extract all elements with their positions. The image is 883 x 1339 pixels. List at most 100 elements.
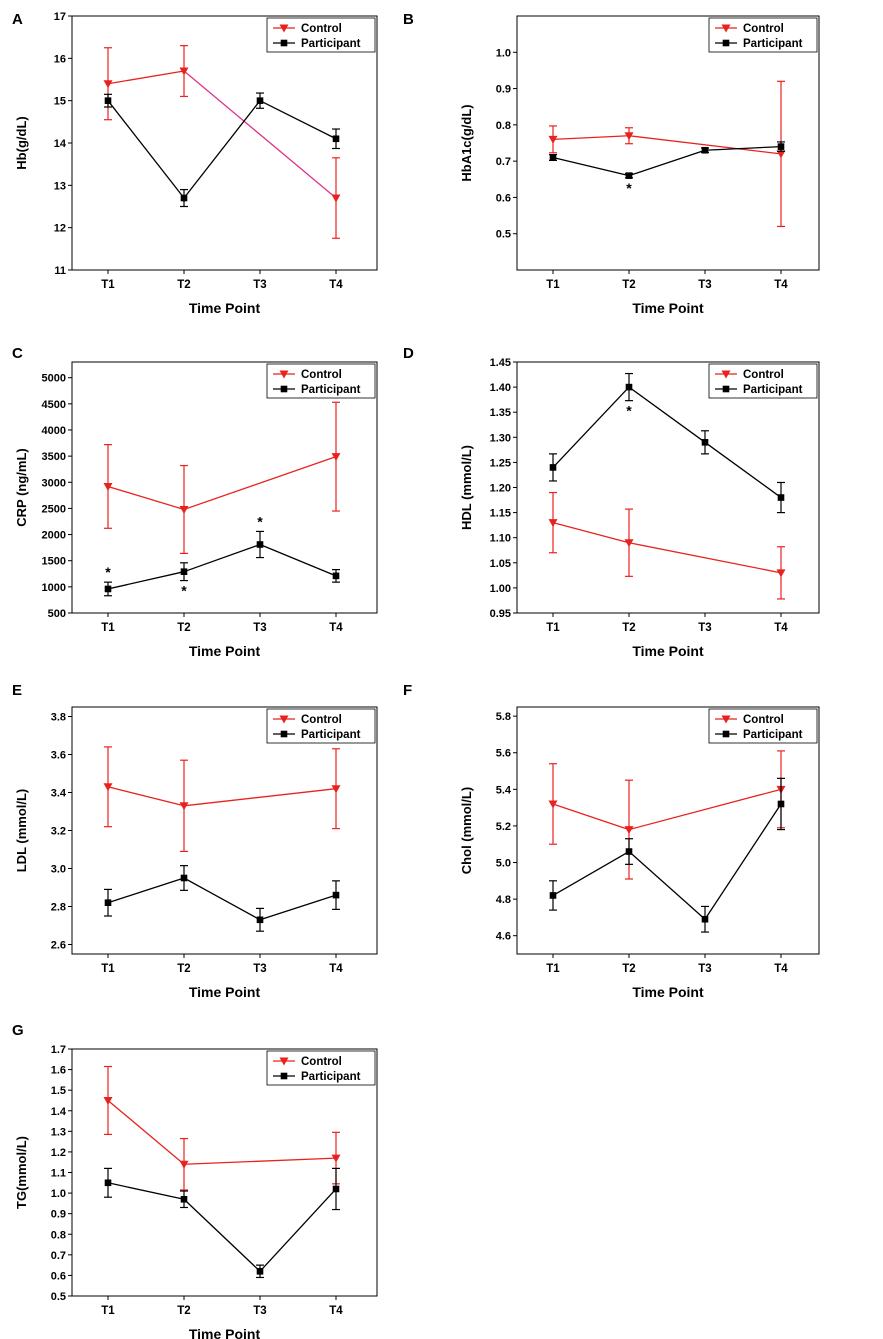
significance-marker: * xyxy=(626,403,632,419)
x-tick-label: T1 xyxy=(101,1305,115,1317)
y-tick-label: 1.0 xyxy=(51,1188,66,1200)
series-line xyxy=(628,135,782,155)
legend-control-label: Control xyxy=(743,369,784,381)
series-participant xyxy=(104,530,340,597)
y-tick-label: 14 xyxy=(54,138,67,150)
series-line xyxy=(704,145,782,151)
y-tick-label: 1.5 xyxy=(51,1085,66,1097)
series-line xyxy=(552,386,630,468)
data-point xyxy=(104,97,112,104)
y-tick-label: 1.0 xyxy=(496,47,511,59)
y-axis-title: LDL (mmol/L) xyxy=(14,789,29,873)
panel-letter: G xyxy=(12,1022,24,1039)
y-tick-label: 0.7 xyxy=(51,1250,66,1262)
y-tick-label: 1.6 xyxy=(51,1065,66,1077)
panel-g: G 0.5 0.6 0.7 0.8 0.9 1.0 1.1 1.2 1.3 1.4 1.5 1.6 1.7… xyxy=(12,1022,378,1339)
legend-control-label: Control xyxy=(743,23,784,35)
y-tick-label: 3.0 xyxy=(51,864,66,876)
series-control xyxy=(103,746,341,853)
y-tick-label: 0.8 xyxy=(496,120,511,132)
series-line xyxy=(552,803,630,831)
legend-participant-label: Participant xyxy=(301,729,361,741)
data-point xyxy=(777,800,785,808)
series-line xyxy=(552,156,630,177)
series-participant xyxy=(104,92,340,208)
data-point xyxy=(179,505,189,514)
series-line xyxy=(107,877,185,904)
x-tick-label: T2 xyxy=(177,279,190,291)
legend-control-marker xyxy=(279,1057,289,1066)
y-tick-label: 11 xyxy=(54,265,66,277)
y-axis-title: Chol (mmol/L) xyxy=(459,787,474,874)
series-line xyxy=(259,1188,337,1272)
data-point xyxy=(256,541,264,548)
data-point xyxy=(256,916,264,924)
series-line xyxy=(628,851,706,920)
significance-marker: * xyxy=(626,180,632,196)
series-participant xyxy=(549,372,785,514)
y-tick-label: 1.3 xyxy=(51,1126,66,1138)
data-point xyxy=(331,453,341,462)
legend-control-marker xyxy=(279,24,289,33)
legend: Control Participant xyxy=(266,708,376,744)
series-participant xyxy=(549,777,785,933)
panel-c: C 500 1000 1500 2000 2500 3000 3500 4000 4500 5000… xyxy=(12,345,378,659)
x-tick-label: T1 xyxy=(101,279,115,291)
y-tick-label: 4.8 xyxy=(496,894,511,906)
series-participant xyxy=(104,1167,340,1279)
y-tick-label: 1.35 xyxy=(490,407,511,419)
data-point xyxy=(332,135,340,143)
x-axis-title: Time Point xyxy=(189,643,261,659)
y-tick-label: 2500 xyxy=(42,503,66,515)
y-tick-label: 1.25 xyxy=(490,457,511,469)
y-tick-label: 1.00 xyxy=(490,583,511,595)
x-axis-title: Time Point xyxy=(189,1326,261,1339)
series-control xyxy=(548,80,786,228)
data-point xyxy=(624,826,634,835)
x-tick-label: T3 xyxy=(253,279,266,291)
y-tick-label: 0.9 xyxy=(51,1209,66,1221)
y-tick-label: 4000 xyxy=(42,425,66,437)
legend-box xyxy=(266,1050,376,1086)
x-tick-label: T2 xyxy=(622,279,635,291)
panel-letter: B xyxy=(403,11,414,28)
data-point xyxy=(179,67,189,76)
legend-control-marker xyxy=(721,715,731,724)
legend-participant-marker xyxy=(280,385,288,393)
y-tick-label: 2.6 xyxy=(51,940,66,952)
y-tick-label: 1.45 xyxy=(490,357,511,369)
y-tick-label: 1.2 xyxy=(51,1147,66,1159)
panel-e: E 2.6 2.8 3.0 3.2 3.4 3.6 3.8 T1 T2 T3 T4 Time Point… xyxy=(12,682,378,1000)
data-point xyxy=(625,848,633,855)
y-axis-title: TG(mmol/L) xyxy=(14,1136,29,1209)
legend-participant-label: Participant xyxy=(301,1071,361,1083)
data-point xyxy=(180,194,188,202)
x-tick-label: T1 xyxy=(546,963,560,975)
data-point xyxy=(180,568,188,575)
series-participant xyxy=(104,865,340,932)
x-tick-label: T3 xyxy=(253,1305,266,1317)
series-line xyxy=(107,1099,185,1165)
plot-frame xyxy=(71,1048,378,1297)
data-point xyxy=(776,569,786,578)
series-line xyxy=(552,522,630,544)
legend-control-marker xyxy=(279,370,289,379)
data-point xyxy=(104,585,112,593)
significance-marker: * xyxy=(181,583,187,599)
y-tick-label: 0.9 xyxy=(496,84,511,96)
x-tick-label: T2 xyxy=(622,622,635,634)
x-axis-title: Time Point xyxy=(632,643,704,659)
data-point xyxy=(103,783,113,792)
y-tick-label: 5.6 xyxy=(496,748,511,760)
x-tick-label: T4 xyxy=(329,963,343,975)
data-point xyxy=(103,1096,113,1105)
data-point xyxy=(701,146,709,154)
legend-control-label: Control xyxy=(301,1056,342,1068)
data-point xyxy=(179,802,189,811)
legend-participant-label: Participant xyxy=(743,729,803,741)
y-tick-label: 1.30 xyxy=(490,432,511,444)
panel-letter: A xyxy=(12,11,23,28)
series-line xyxy=(183,543,261,573)
data-point xyxy=(256,1268,264,1275)
